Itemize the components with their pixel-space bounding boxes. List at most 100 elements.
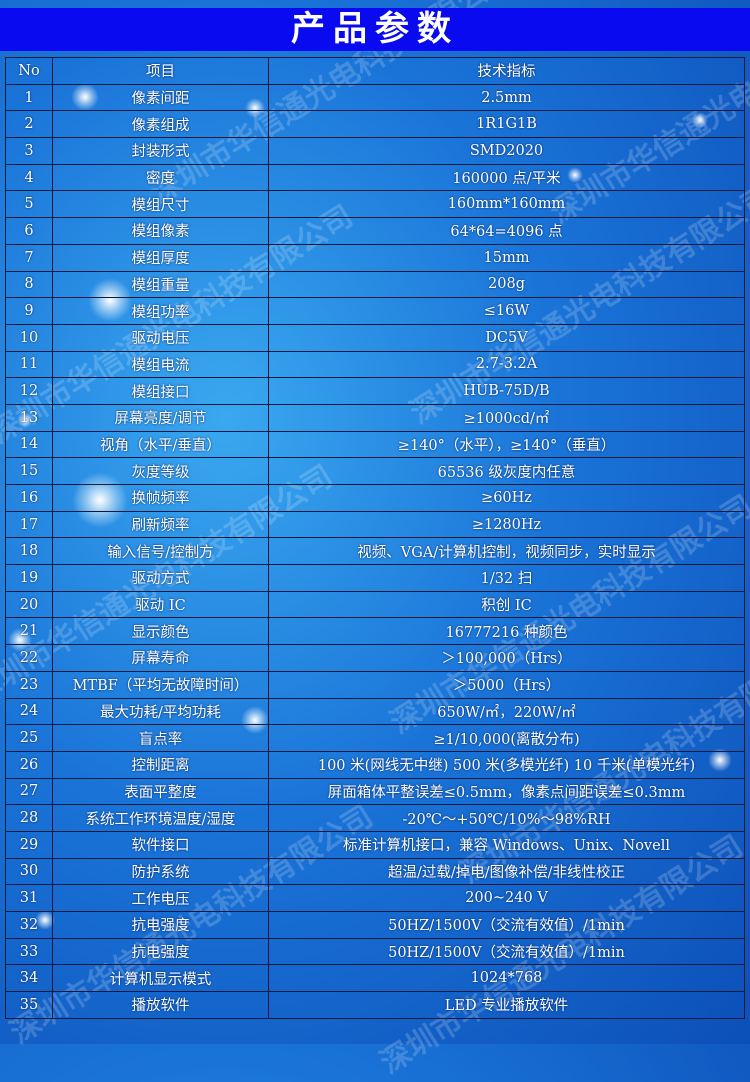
row-no: 25 — [5, 724, 53, 752]
header-item: 项目 — [52, 57, 269, 85]
row-spec: ＞5000（Hrs） — [268, 670, 745, 699]
row-item: 屏幕亮度/调节 — [52, 403, 269, 432]
header-no: No — [5, 57, 53, 85]
table-row: 31 工作电压 200~240 V — [5, 884, 745, 912]
table-row: 19 驱动方式 1/32 扫 — [5, 564, 745, 592]
row-spec: 64*64=4096 点 — [268, 217, 745, 245]
table-row: 26 控制距离 100 米(网线无中继) 500 米(多模光纤) 10 千米(单模光… — [5, 750, 745, 779]
row-spec: 1024*768 — [268, 964, 745, 993]
row-item: 封装形式 — [52, 137, 269, 165]
row-spec: 视频、VGA/计算机控制，视频同步，实时显示 — [268, 537, 745, 566]
table-row: 5 模组尺寸 160mm*160mm — [5, 190, 745, 219]
row-item: 计算机显示模式 — [52, 964, 269, 993]
row-item: 换帧频率 — [52, 484, 269, 512]
row-no: 28 — [5, 804, 53, 832]
row-spec: ≥1000cd/㎡ — [268, 403, 745, 432]
table-row: 27 表面平整度 屏面箱体平整误差≤0.5mm，像素点间距误差≤0.3mm — [5, 777, 745, 806]
row-item: 系统工作环境温度/湿度 — [52, 804, 269, 832]
row-spec: 1/32 扫 — [268, 564, 745, 592]
row-no: 2 — [5, 110, 53, 139]
table-row: 28 系统工作环境温度/湿度 -20℃～+50℃/10%～98%RH — [5, 804, 745, 832]
row-spec: 1R1G1B — [268, 110, 745, 139]
row-spec: HUB-75D/B — [268, 377, 745, 405]
row-spec: 超温/过载/掉电/图像补偿/非线性校正 — [268, 857, 745, 886]
row-item: 防护系统 — [52, 857, 269, 886]
row-no: 26 — [5, 750, 53, 779]
row-no: 27 — [5, 777, 53, 806]
row-item: 刷新频率 — [52, 510, 269, 539]
row-spec: ≥60Hz — [268, 484, 745, 512]
row-no: 11 — [5, 350, 53, 379]
row-item: 模组厚度 — [52, 243, 269, 272]
row-spec: 屏面箱体平整误差≤0.5mm，像素点间距误差≤0.3mm — [268, 777, 745, 806]
row-spec: 650W/㎡，220W/㎡ — [268, 697, 745, 726]
table-row: 11 模组电流 2.7-3.2A — [5, 350, 745, 379]
table-row: 34 计算机显示模式 1024*768 — [5, 964, 745, 993]
row-spec: ＞100,000（Hrs） — [268, 644, 745, 672]
row-item: 模组像素 — [52, 217, 269, 245]
row-no: 20 — [5, 590, 53, 619]
row-no: 15 — [5, 457, 53, 485]
row-item: 密度 — [52, 163, 269, 192]
row-no: 24 — [5, 697, 53, 726]
row-no: 10 — [5, 323, 53, 352]
table-header-row: No 项目 技术指标 — [5, 57, 745, 85]
table-row: 14 视角（水平/垂直） ≥140°（水平），≥140°（垂直） — [5, 430, 745, 459]
table-row: 3 封装形式 SMD2020 — [5, 137, 745, 165]
row-no: 34 — [5, 964, 53, 993]
row-no: 13 — [5, 403, 53, 432]
row-spec: 50HZ/1500V（交流有效值）/1min — [268, 911, 745, 939]
table-row: 13 屏幕亮度/调节 ≥1000cd/㎡ — [5, 403, 745, 432]
row-item: 播放软件 — [52, 991, 269, 1019]
table-row: 29 软件接口 标准计算机接口，兼容 Windows、Unix、Novell — [5, 830, 745, 859]
row-item: 视角（水平/垂直） — [52, 430, 269, 459]
row-item: 表面平整度 — [52, 777, 269, 806]
row-spec: -20℃～+50℃/10%～98%RH — [268, 804, 745, 832]
table-row: 10 驱动电压 DC5V — [5, 323, 745, 352]
row-item: 抗电强度 — [52, 911, 269, 939]
row-no: 12 — [5, 377, 53, 405]
row-no: 33 — [5, 937, 53, 966]
row-no: 1 — [5, 83, 53, 112]
table-row: 22 屏幕寿命 ＞100,000（Hrs） — [5, 644, 745, 672]
row-item: 模组电流 — [52, 350, 269, 379]
row-no: 9 — [5, 297, 53, 325]
row-item: 驱动方式 — [52, 564, 269, 592]
table-row: 32 抗电强度 50HZ/1500V（交流有效值）/1min — [5, 911, 745, 939]
table-row: 6 模组像素 64*64=4096 点 — [5, 217, 745, 245]
row-spec: ≥1280Hz — [268, 510, 745, 539]
table-row: 2 像素组成 1R1G1B — [5, 110, 745, 139]
row-item: 像素间距 — [52, 83, 269, 112]
row-spec: 160mm*160mm — [268, 190, 745, 219]
page-title: 产品参数 — [0, 8, 750, 51]
row-item: 像素组成 — [52, 110, 269, 139]
row-no: 16 — [5, 484, 53, 512]
row-no: 31 — [5, 884, 53, 912]
row-item: 模组尺寸 — [52, 190, 269, 219]
row-item: 模组接口 — [52, 377, 269, 405]
row-spec: 2.7-3.2A — [268, 350, 745, 379]
row-no: 6 — [5, 217, 53, 245]
row-no: 5 — [5, 190, 53, 219]
table-row: 16 换帧频率 ≥60Hz — [5, 484, 745, 512]
row-item: 控制距离 — [52, 750, 269, 779]
row-item: 模组功率 — [52, 297, 269, 325]
row-spec: 208g — [268, 270, 745, 299]
row-no: 19 — [5, 564, 53, 592]
table-row: 1 像素间距 2.5mm — [5, 83, 745, 112]
row-item: 模组重量 — [52, 270, 269, 299]
row-item: 盲点率 — [52, 724, 269, 752]
row-spec: 200~240 V — [268, 884, 745, 912]
table-row: 24 最大功耗/平均功耗 650W/㎡，220W/㎡ — [5, 697, 745, 726]
row-spec: 积创 IC — [268, 590, 745, 619]
header-spec: 技术指标 — [268, 57, 745, 85]
row-item: 输入信号/控制方 — [52, 537, 269, 566]
row-item: 驱动电压 — [52, 323, 269, 352]
row-spec: 160000 点/平米 — [268, 163, 745, 192]
row-item: 工作电压 — [52, 884, 269, 912]
row-spec: 100 米(网线无中继) 500 米(多模光纤) 10 千米(单模光纤) — [268, 750, 745, 779]
table-row: 4 密度 160000 点/平米 — [5, 163, 745, 192]
table-row: 21 显示颜色 16777216 种颜色 — [5, 617, 745, 646]
row-item: 抗电强度 — [52, 937, 269, 966]
row-no: 29 — [5, 830, 53, 859]
